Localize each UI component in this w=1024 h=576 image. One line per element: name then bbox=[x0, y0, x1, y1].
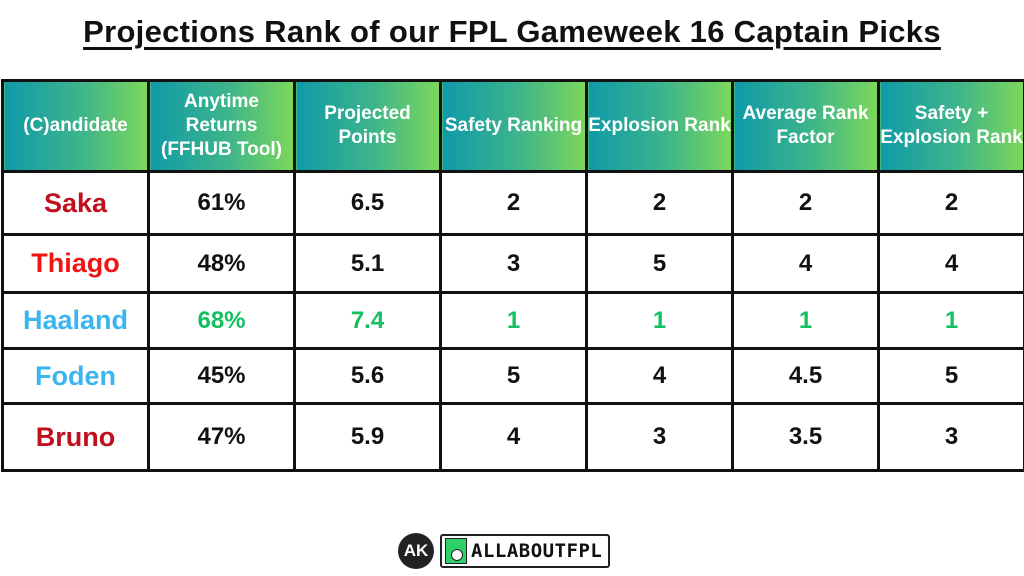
header-anytime-returns: Anytime Returns (FFHUB Tool) bbox=[147, 79, 296, 173]
page-title: Projections Rank of our FPL Gameweek 16 … bbox=[0, 14, 1024, 50]
anytime-returns-cell: 47% bbox=[147, 402, 296, 472]
anytime-returns-cell: 68% bbox=[147, 291, 296, 350]
table-row: Foden 45% 5.6 5 4 4.5 5 bbox=[1, 347, 1024, 405]
average-rank-factor-cell: 2 bbox=[731, 170, 880, 236]
average-rank-factor-cell: 4.5 bbox=[731, 347, 880, 405]
explosion-rank-cell: 2 bbox=[585, 170, 734, 236]
brand-badge: ALLABOUTFPL bbox=[440, 534, 611, 568]
explosion-rank-cell: 1 bbox=[585, 291, 734, 350]
anytime-returns-cell: 61% bbox=[147, 170, 296, 236]
header-projected-points: Projected Points bbox=[293, 79, 442, 173]
table-row: Thiago 48% 5.1 3 5 4 4 bbox=[1, 233, 1024, 294]
ak-monogram-icon: AK bbox=[398, 533, 434, 569]
header-safety-explosion-rank: Safety + Explosion Rank bbox=[877, 79, 1024, 173]
anytime-returns-cell: 45% bbox=[147, 347, 296, 405]
candidate-name-cell: Thiago bbox=[1, 233, 150, 294]
projected-points-cell: 5.9 bbox=[293, 402, 442, 472]
anytime-returns-cell: 48% bbox=[147, 233, 296, 294]
explosion-rank-cell: 3 bbox=[585, 402, 734, 472]
table-row: Saka 61% 6.5 2 2 2 2 bbox=[1, 170, 1024, 236]
candidate-name-cell: Saka bbox=[1, 170, 150, 236]
footer-logo: AK ALLABOUTFPL bbox=[398, 533, 611, 569]
combined-rank-cell: 2 bbox=[877, 170, 1024, 236]
candidate-name-cell: Foden bbox=[1, 347, 150, 405]
projected-points-cell: 6.5 bbox=[293, 170, 442, 236]
header-safety-ranking: Safety Ranking bbox=[439, 79, 588, 173]
header-explosion-rank: Explosion Rank bbox=[585, 79, 734, 173]
brand-name: ALLABOUTFPL bbox=[471, 540, 603, 562]
table-row: Bruno 47% 5.9 4 3 3.5 3 bbox=[1, 402, 1024, 472]
safety-ranking-cell: 2 bbox=[439, 170, 588, 236]
header-average-rank-factor: Average Rank Factor bbox=[731, 79, 880, 173]
candidate-name-cell: Haaland bbox=[1, 291, 150, 350]
projected-points-cell: 5.6 bbox=[293, 347, 442, 405]
combined-rank-cell: 4 bbox=[877, 233, 1024, 294]
projected-points-cell: 5.1 bbox=[293, 233, 442, 294]
combined-rank-cell: 5 bbox=[877, 347, 1024, 405]
explosion-rank-cell: 4 bbox=[585, 347, 734, 405]
safety-ranking-cell: 5 bbox=[439, 347, 588, 405]
title-text: Projections Rank of our FPL Gameweek 16 … bbox=[83, 14, 941, 49]
football-icon bbox=[445, 538, 467, 564]
table-row: Haaland 68% 7.4 1 1 1 1 bbox=[1, 291, 1024, 350]
candidate-name-cell: Bruno bbox=[1, 402, 150, 472]
safety-ranking-cell: 1 bbox=[439, 291, 588, 350]
safety-ranking-cell: 4 bbox=[439, 402, 588, 472]
header-candidate: (C)andidate bbox=[1, 79, 150, 173]
safety-ranking-cell: 3 bbox=[439, 233, 588, 294]
combined-rank-cell: 3 bbox=[877, 402, 1024, 472]
explosion-rank-cell: 5 bbox=[585, 233, 734, 294]
projected-points-cell: 7.4 bbox=[293, 291, 442, 350]
captain-picks-table: (C)andidate Anytime Returns (FFHUB Tool)… bbox=[1, 79, 1024, 472]
combined-rank-cell: 1 bbox=[877, 291, 1024, 350]
average-rank-factor-cell: 1 bbox=[731, 291, 880, 350]
table-header-row: (C)andidate Anytime Returns (FFHUB Tool)… bbox=[1, 79, 1024, 173]
average-rank-factor-cell: 4 bbox=[731, 233, 880, 294]
average-rank-factor-cell: 3.5 bbox=[731, 402, 880, 472]
